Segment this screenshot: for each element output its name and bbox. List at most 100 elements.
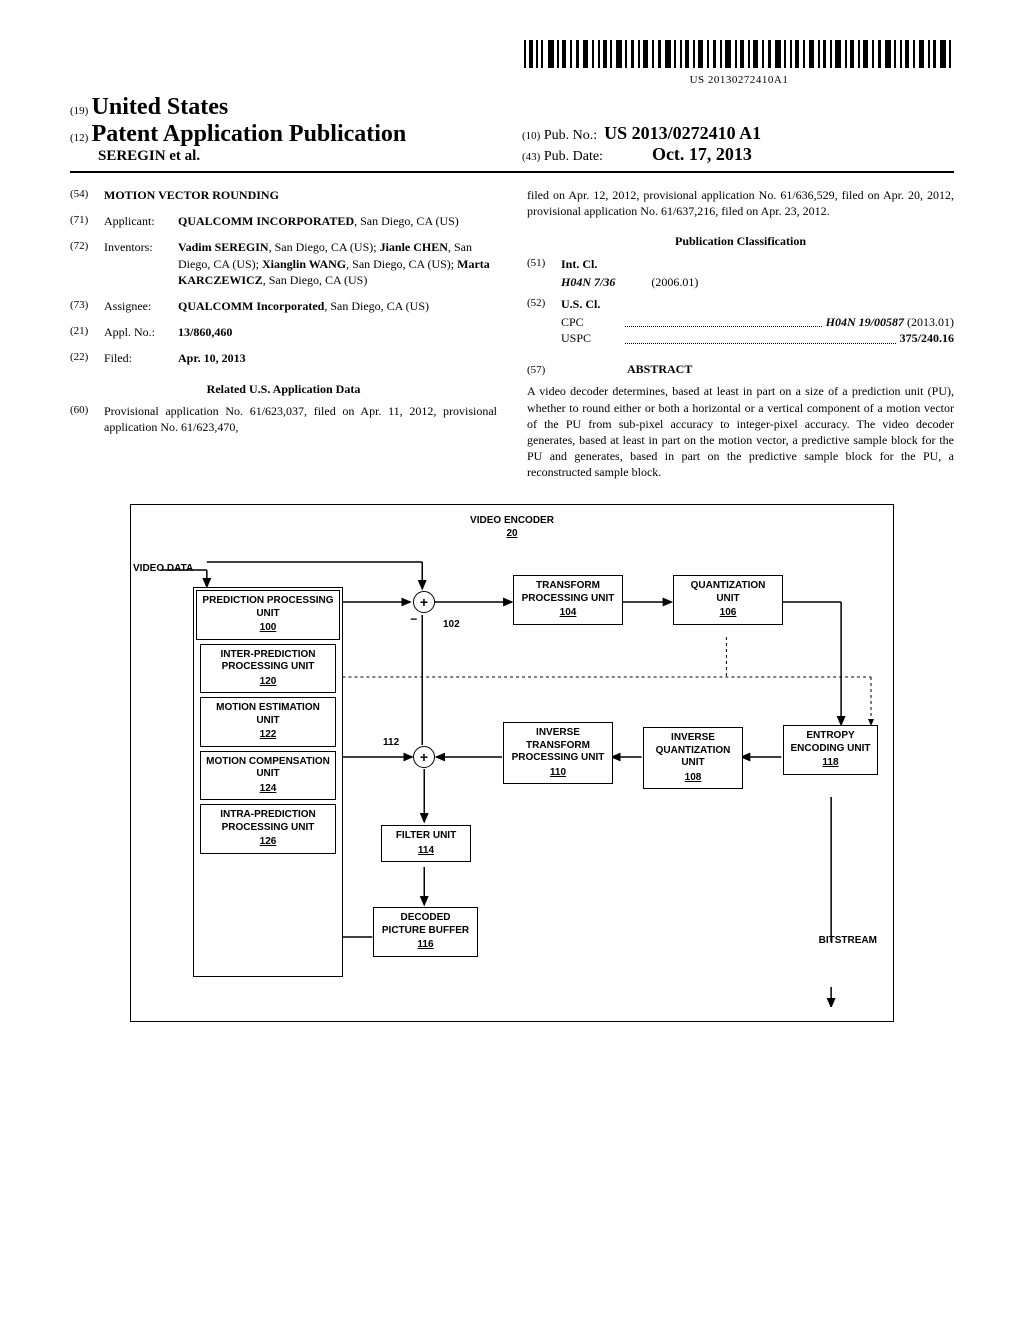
inventors-label: Inventors: bbox=[104, 239, 178, 288]
inv-quant-label: INVERSE QUANTIZATION UNIT bbox=[656, 732, 731, 768]
quant-ref: 106 bbox=[680, 607, 776, 620]
abstract-text: A video decoder determines, based at lea… bbox=[527, 383, 954, 480]
entropy-ref: 118 bbox=[790, 757, 871, 770]
transform-label: TRANSFORM PROCESSING UNIT bbox=[522, 580, 615, 604]
dpb-ref: 116 bbox=[380, 939, 471, 952]
barcode-area: US 20130272410A1 bbox=[70, 40, 954, 86]
appl-code: (21) bbox=[70, 324, 104, 340]
uscl-label: U.S. Cl. bbox=[561, 296, 954, 312]
sum2-ref: 112 bbox=[383, 737, 399, 748]
applicant: QUALCOMM INCORPORATED bbox=[178, 214, 354, 228]
appl-no: 13/860,460 bbox=[178, 324, 497, 340]
uscl-code: (52) bbox=[527, 296, 561, 312]
dots-1 bbox=[625, 314, 822, 327]
inter-ref: 120 bbox=[205, 676, 331, 689]
motion-est-label: MOTION ESTIMATION UNIT bbox=[216, 702, 320, 726]
cpc-date: (2013.01) bbox=[904, 315, 954, 329]
inv-quant-ref: 108 bbox=[650, 772, 736, 785]
applicant-code: (71) bbox=[70, 213, 104, 229]
inventor-4-loc: , San Diego, CA (US) bbox=[263, 273, 368, 287]
inventor-3: Xianglin WANG bbox=[262, 257, 346, 271]
barcode-text: US 20130272410A1 bbox=[524, 74, 954, 86]
assignee-code: (73) bbox=[70, 298, 104, 314]
video-data-label: VIDEO DATA bbox=[133, 563, 193, 574]
transform-box: TRANSFORM PROCESSING UNIT 104 bbox=[513, 575, 623, 625]
related-cont: filed on Apr. 12, 2012, provisional appl… bbox=[527, 187, 954, 219]
right-column: filed on Apr. 12, 2012, provisional appl… bbox=[527, 187, 954, 480]
country: United States bbox=[92, 94, 229, 120]
applicant-label: Applicant: bbox=[104, 213, 178, 229]
related-code: (60) bbox=[70, 403, 104, 435]
appl-label: Appl. No.: bbox=[104, 324, 178, 340]
filed-code: (22) bbox=[70, 350, 104, 366]
inventor-3-loc: , San Diego, CA (US); bbox=[346, 257, 454, 271]
inv-transform-box: INVERSE TRANSFORM PROCESSING UNIT 110 bbox=[503, 722, 613, 784]
diagram-title-ref: 20 bbox=[143, 528, 881, 539]
abstract-label: ABSTRACT bbox=[627, 362, 692, 376]
entropy-box: ENTROPY ENCODING UNIT 118 bbox=[783, 725, 878, 775]
entropy-label: ENTROPY ENCODING UNIT bbox=[791, 730, 871, 754]
uspc-val: 375/240.16 bbox=[900, 330, 954, 346]
abstract-code: (57) bbox=[527, 363, 561, 378]
cpc-val: H04N 19/00587 bbox=[826, 315, 904, 329]
sum1-ref: 102 bbox=[443, 619, 460, 630]
intcl-date: (2006.01) bbox=[651, 275, 698, 289]
assignee: QUALCOMM Incorporated bbox=[178, 299, 324, 313]
pred-label: PREDICTION PROCESSING UNIT bbox=[202, 595, 333, 619]
intra-ref: 126 bbox=[205, 836, 331, 849]
filter-box: FILTER UNIT 114 bbox=[381, 825, 471, 862]
pub-no-label: Pub. No.: bbox=[544, 128, 597, 143]
motion-est-ref: 122 bbox=[205, 729, 331, 742]
pub-no: US 2013/0272410 A1 bbox=[604, 123, 761, 143]
inventor-2: Jianle CHEN bbox=[380, 240, 448, 254]
pubclass-heading: Publication Classification bbox=[527, 233, 954, 249]
related-heading: Related U.S. Application Data bbox=[70, 381, 497, 397]
filter-ref: 114 bbox=[388, 845, 464, 858]
pub-type-code: (12) bbox=[70, 132, 88, 144]
assignee-label: Assignee: bbox=[104, 298, 178, 314]
left-column: (54) MOTION VECTOR ROUNDING (71) Applica… bbox=[70, 187, 497, 480]
title-code: (54) bbox=[70, 187, 104, 203]
inventor-1-loc: , San Diego, CA (US); bbox=[269, 240, 377, 254]
pub-date: Oct. 17, 2013 bbox=[652, 144, 752, 164]
svg-text:−: − bbox=[410, 612, 417, 626]
dpb-box: DECODED PICTURE BUFFER 116 bbox=[373, 907, 478, 957]
inventors-code: (72) bbox=[70, 239, 104, 288]
cpc-label: CPC bbox=[561, 314, 621, 330]
pub-date-label: Pub. Date: bbox=[544, 149, 603, 164]
filed-label: Filed: bbox=[104, 350, 178, 366]
prediction-unit-box: PREDICTION PROCESSING UNIT 100 INTER-PRE… bbox=[193, 587, 343, 977]
intcl-code: (51) bbox=[527, 256, 561, 272]
pub-type: Patent Application Publication bbox=[92, 121, 407, 147]
summing-node-2: + bbox=[413, 746, 435, 768]
uspc-label: USPC bbox=[561, 330, 621, 346]
inter-label: INTER-PREDICTION PROCESSING UNIT bbox=[221, 649, 316, 673]
pred-ref: 100 bbox=[201, 622, 335, 635]
inv-transform-label: INVERSE TRANSFORM PROCESSING UNIT bbox=[512, 727, 605, 763]
summing-node-1: + bbox=[413, 591, 435, 613]
barcode bbox=[70, 40, 954, 72]
inv-quant-box: INVERSE QUANTIZATION UNIT 108 bbox=[643, 727, 743, 789]
intcl-label: Int. Cl. bbox=[561, 256, 954, 272]
related-text: Provisional application No. 61/623,037, … bbox=[104, 403, 497, 435]
intcl-sym: H04N 7/36 bbox=[561, 275, 615, 289]
pub-no-code: (10) bbox=[522, 130, 540, 142]
authors-line: SEREGIN et al. bbox=[70, 148, 502, 165]
pub-date-code: (43) bbox=[522, 151, 540, 163]
motion-comp-ref: 124 bbox=[205, 783, 331, 796]
inventor-1: Vadim SEREGIN bbox=[178, 240, 269, 254]
diagram: VIDEO ENCODER 20 bbox=[130, 504, 894, 1022]
dots-2 bbox=[625, 330, 896, 343]
diagram-title: VIDEO ENCODER bbox=[143, 515, 881, 526]
quant-box: QUANTIZATION UNIT 106 bbox=[673, 575, 783, 625]
transform-ref: 104 bbox=[520, 607, 616, 620]
dpb-label: DECODED PICTURE BUFFER bbox=[382, 912, 469, 936]
invention-title: MOTION VECTOR ROUNDING bbox=[104, 187, 497, 203]
applicant-loc: , San Diego, CA (US) bbox=[354, 214, 459, 228]
inv-transform-ref: 110 bbox=[510, 767, 606, 780]
header-row: (19) United States (12) Patent Applicati… bbox=[70, 94, 954, 173]
intra-label: INTRA-PREDICTION PROCESSING UNIT bbox=[220, 809, 316, 833]
motion-comp-label: MOTION COMPENSATION UNIT bbox=[206, 756, 330, 780]
filter-label: FILTER UNIT bbox=[396, 830, 456, 841]
assignee-loc: , San Diego, CA (US) bbox=[324, 299, 429, 313]
